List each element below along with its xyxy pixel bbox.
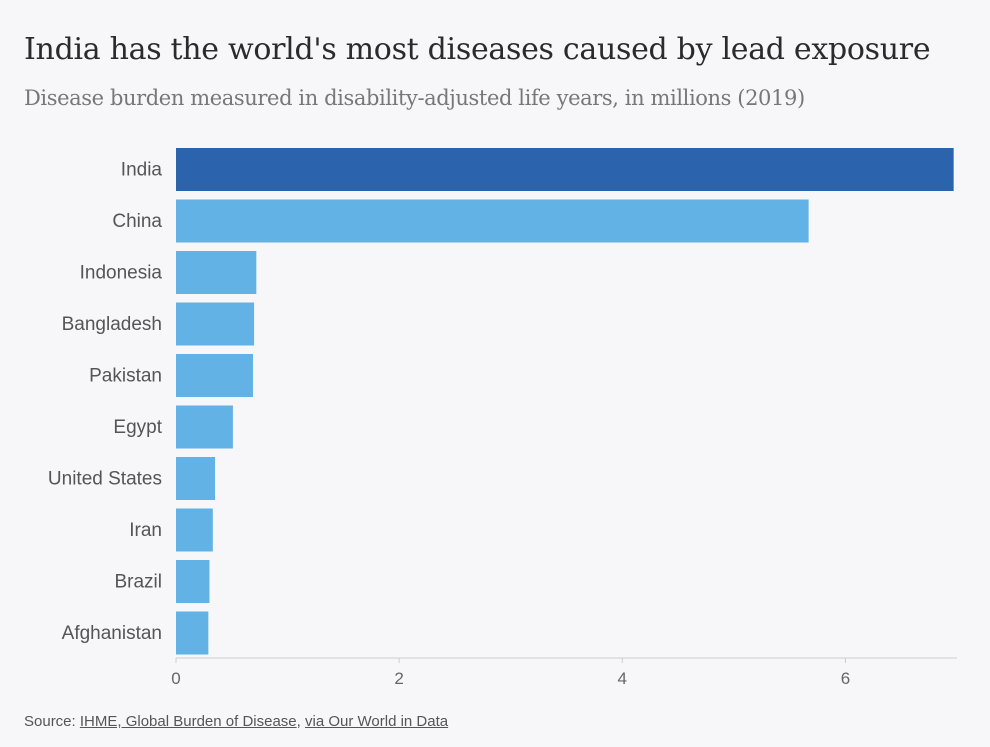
bar-united-states (176, 457, 216, 500)
category-label-brazil: Brazil (114, 572, 162, 593)
bar-india (176, 148, 954, 191)
x-tick-label-2: 2 (394, 669, 403, 688)
bar-brazil (176, 560, 210, 603)
x-tick-label-6: 6 (841, 669, 850, 688)
chart-subtitle: Disease burden measured in disability-ad… (24, 86, 805, 110)
category-label-united-states: United States (48, 469, 162, 490)
x-tick-label-4: 4 (618, 669, 627, 688)
category-label-bangladesh: Bangladesh (62, 314, 162, 335)
category-label-egypt: Egypt (113, 417, 162, 438)
source-link-ihme[interactable]: IHME, Global Burden of Disease (79, 713, 297, 730)
bar-afghanistan (176, 611, 209, 655)
category-label-india: India (121, 160, 163, 181)
bar-egypt (176, 405, 233, 449)
bar-indonesia (176, 251, 257, 294)
category-label-afghanistan: Afghanistan (62, 623, 162, 644)
category-label-iran: Iran (129, 520, 162, 541)
chart-title: India has the world's most diseases caus… (24, 32, 931, 67)
bar-iran (176, 508, 213, 552)
bar-china (176, 199, 809, 243)
bar-pakistan (176, 354, 253, 397)
source-link-owid[interactable]: via Our World in Data (305, 713, 449, 730)
source-note: Source: IHME, Global Burden of Disease, … (24, 713, 448, 730)
category-label-indonesia: Indonesia (80, 263, 163, 284)
source-separator: , (296, 713, 305, 730)
bar-bangladesh (176, 302, 255, 346)
bar-chart: India China Indonesia Bangladesh Pakistan Egy… (48, 148, 957, 688)
x-tick-label-0: 0 (171, 669, 180, 688)
source-prefix: Source: (24, 713, 80, 730)
category-label-pakistan: Pakistan (89, 366, 162, 387)
category-label-china: China (112, 211, 162, 232)
